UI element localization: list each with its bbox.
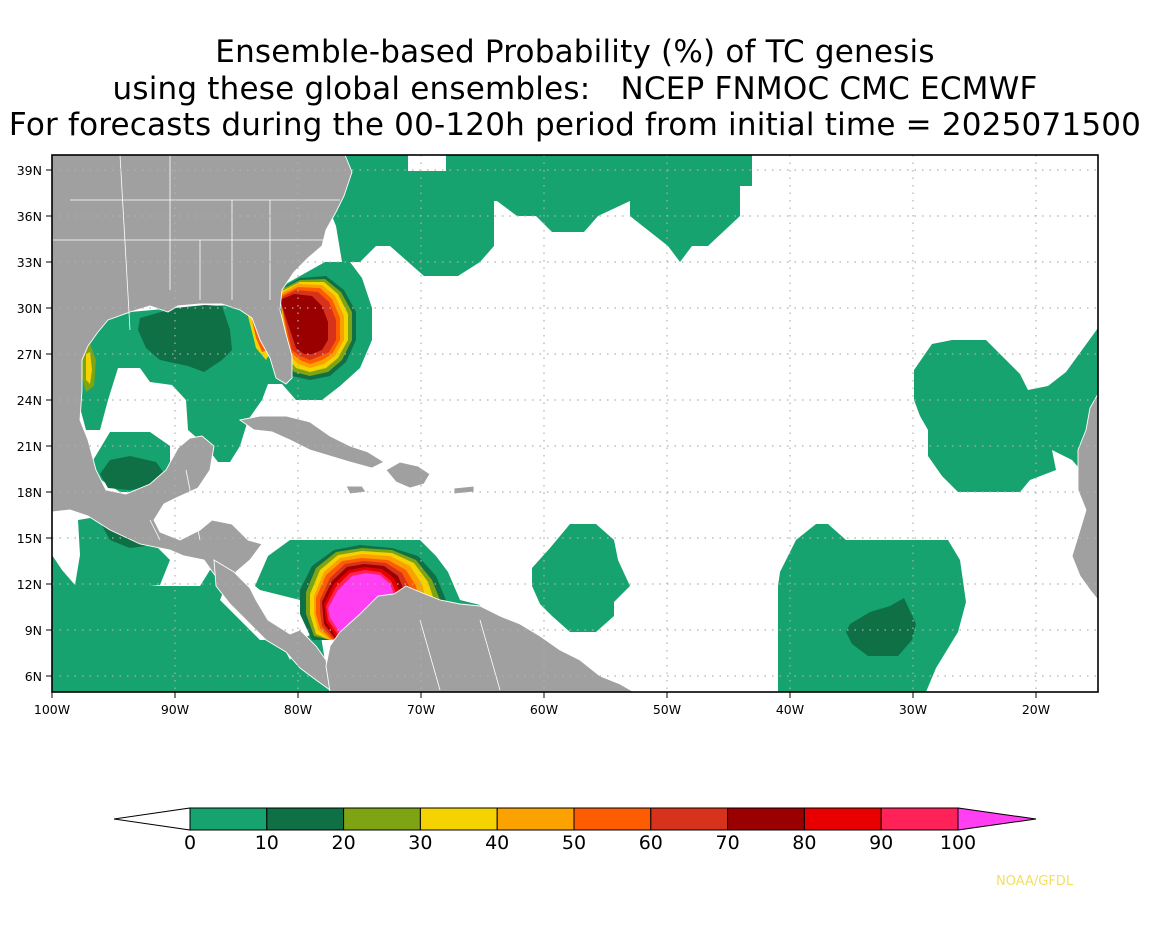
contour-70-80-florida: [280, 294, 328, 354]
contour-10-20-east-atlantic: [846, 598, 916, 656]
contour-over-100-caribbean: [328, 573, 394, 636]
colorbar-label: 80: [792, 832, 816, 854]
land-africa: [1071, 393, 1098, 601]
colorbar-segment: [880, 807, 959, 831]
lat-label: 18N: [17, 485, 42, 500]
lon-label: 20W: [1022, 702, 1050, 717]
colorbar-label: 10: [255, 832, 279, 854]
land: [52, 155, 1098, 692]
colorbar-label: 70: [716, 832, 740, 854]
colorbar-under-arrow: [113, 807, 191, 831]
credit-text: NOAA/GFDL: [996, 874, 1074, 889]
lon-axis: 100W 90W 80W 70W 60W 50W 40W 30W 20W: [34, 692, 1050, 717]
colorbar-segment: [803, 807, 882, 831]
lat-label: 39N: [17, 163, 42, 178]
title-line-2: using these global ensembles: NCEP FNMOC…: [112, 70, 1038, 107]
lon-label: 80W: [284, 702, 312, 717]
colorbar: 0 10 20 30 40 50 60 70 80 90 100: [113, 807, 1037, 854]
contour-0-10-central-atlantic: [532, 524, 630, 632]
lon-label: 100W: [34, 702, 70, 717]
contour-0-10-pacific: [52, 515, 330, 692]
lon-label: 40W: [776, 702, 804, 717]
colorbar-label: 100: [940, 832, 976, 854]
colorbar-segment: [419, 807, 498, 831]
colorbar-label: 50: [562, 832, 586, 854]
title-line-3: For forecasts during the 00-120h period …: [8, 107, 1142, 143]
contour-0-10-far-east: [914, 328, 1098, 492]
map-frame: [51, 154, 1099, 693]
contour-10-20-campeche: [100, 456, 166, 490]
land-puerto-rico: [453, 485, 475, 495]
lat-label: 6N: [25, 669, 42, 684]
colorbar-over-arrow: [957, 807, 1037, 831]
lon-label: 60W: [530, 702, 558, 717]
chart-title: Ensemble-based Probability (%) of TC gen…: [0, 34, 1150, 144]
lat-axis: 39N 36N 33N 30N 27N 24N 21N 18N 15N 12N …: [17, 163, 52, 684]
contour-0-10-east-atlantic: [778, 524, 966, 692]
colorbar-label: 20: [332, 832, 356, 854]
lon-label: 70W: [407, 702, 435, 717]
lon-label: 90W: [161, 702, 189, 717]
colorbar-label: 90: [869, 832, 893, 854]
colorbar-segment: [189, 807, 268, 831]
title-line-1: Ensemble-based Probability (%) of TC gen…: [215, 34, 935, 70]
colorbar-segment: [496, 807, 575, 831]
lat-label: 12N: [17, 577, 42, 592]
colorbar-label: 30: [408, 832, 432, 854]
colorbar-label: 40: [485, 832, 509, 854]
lat-label: 30N: [17, 301, 42, 316]
colorbar-segment: [727, 807, 805, 831]
colorbar-segment: [573, 807, 652, 831]
colorbar-segment: [650, 807, 729, 831]
lat-label: 27N: [17, 347, 42, 362]
colorbar-segment: [343, 807, 421, 831]
colorbar-label: 0: [184, 832, 196, 854]
land-hispaniola: [385, 461, 431, 489]
lat-label: 36N: [17, 209, 42, 224]
lat-label: 24N: [17, 393, 42, 408]
land-south-america: [325, 585, 635, 692]
political-borders: [52, 155, 501, 691]
colorbar-segment: [266, 807, 345, 831]
colorbar-label: 60: [639, 832, 663, 854]
lon-label: 30W: [899, 702, 927, 717]
lat-label: 9N: [25, 623, 42, 638]
lat-label: 21N: [17, 439, 42, 454]
contour-10-20-gulf: [138, 305, 232, 372]
contour-tx-plume-inner: [86, 352, 92, 384]
land-jamaica: [345, 485, 367, 495]
lat-label: 33N: [17, 255, 42, 270]
lat-label: 15N: [17, 531, 42, 546]
contour-0-10-north: [320, 155, 752, 276]
lon-label: 50W: [653, 702, 681, 717]
